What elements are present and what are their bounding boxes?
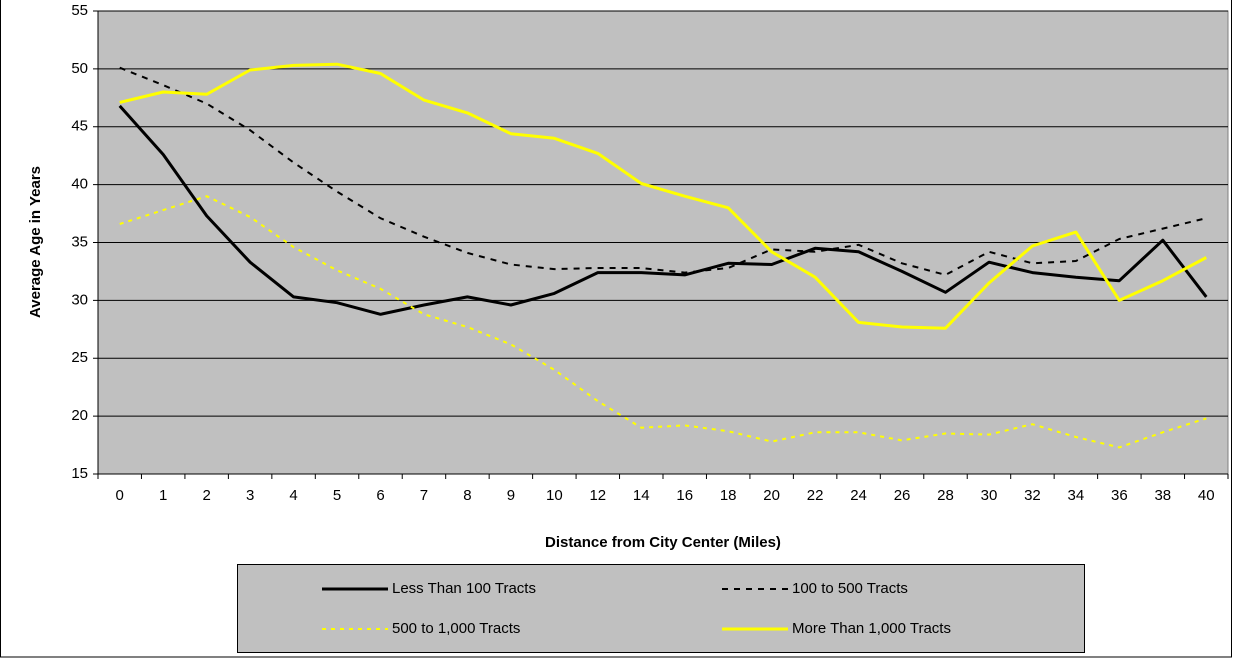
x-tick-label: 18 xyxy=(720,487,737,504)
x-tick-label: 9 xyxy=(507,487,515,504)
x-tick-label: 40 xyxy=(1198,487,1215,504)
x-tick-label: 7 xyxy=(420,487,428,504)
x-tick-label: 22 xyxy=(807,487,824,504)
x-tick-label: 32 xyxy=(1024,487,1041,504)
y-tick-label: 15 xyxy=(71,465,88,482)
series-line xyxy=(118,104,1208,316)
x-tick-label: 6 xyxy=(376,487,384,504)
y-tick-label: 30 xyxy=(71,291,88,308)
x-tick-label: 30 xyxy=(981,487,998,504)
x-tick-label: 24 xyxy=(850,487,867,504)
series-line xyxy=(119,195,1207,449)
x-tick-label: 4 xyxy=(289,487,297,504)
x-tick-label: 5 xyxy=(333,487,341,504)
x-tick-label: 3 xyxy=(246,487,254,504)
x-tick-label: 14 xyxy=(633,487,650,504)
x-tick-label: 28 xyxy=(937,487,954,504)
x-tick-label: 36 xyxy=(1111,487,1128,504)
y-axis-title: Average Age in Years xyxy=(27,166,44,318)
x-tick-label: 2 xyxy=(202,487,210,504)
y-tick-label: 25 xyxy=(71,349,88,366)
series-line xyxy=(119,62,1208,330)
legend-label: More Than 1,000 Tracts xyxy=(792,620,951,637)
legend-label: 100 to 500 Tracts xyxy=(792,580,908,597)
legend xyxy=(237,564,1085,653)
x-tick-label: 16 xyxy=(676,487,693,504)
x-tick-label: 10 xyxy=(546,487,563,504)
y-tick-label: 50 xyxy=(71,60,88,77)
x-tick-label: 26 xyxy=(894,487,911,504)
x-tick-label: 8 xyxy=(463,487,471,504)
y-tick-label: 35 xyxy=(71,233,88,250)
y-tick-label: 20 xyxy=(71,407,88,424)
x-tick-label: 12 xyxy=(589,487,606,504)
x-tick-label: 0 xyxy=(116,487,124,504)
series-line xyxy=(119,66,1207,276)
x-axis-title: Distance from City Center (Miles) xyxy=(545,534,781,551)
legend-label: 500 to 1,000 Tracts xyxy=(392,620,520,637)
y-tick-label: 45 xyxy=(71,118,88,135)
x-tick-label: 38 xyxy=(1154,487,1171,504)
x-tick-label: 1 xyxy=(159,487,167,504)
x-tick-label: 20 xyxy=(763,487,780,504)
y-tick-label: 40 xyxy=(71,176,88,193)
x-tick-label: 34 xyxy=(1068,487,1085,504)
y-tick-label: 55 xyxy=(71,2,88,19)
legend-label: Less Than 100 Tracts xyxy=(392,580,536,597)
